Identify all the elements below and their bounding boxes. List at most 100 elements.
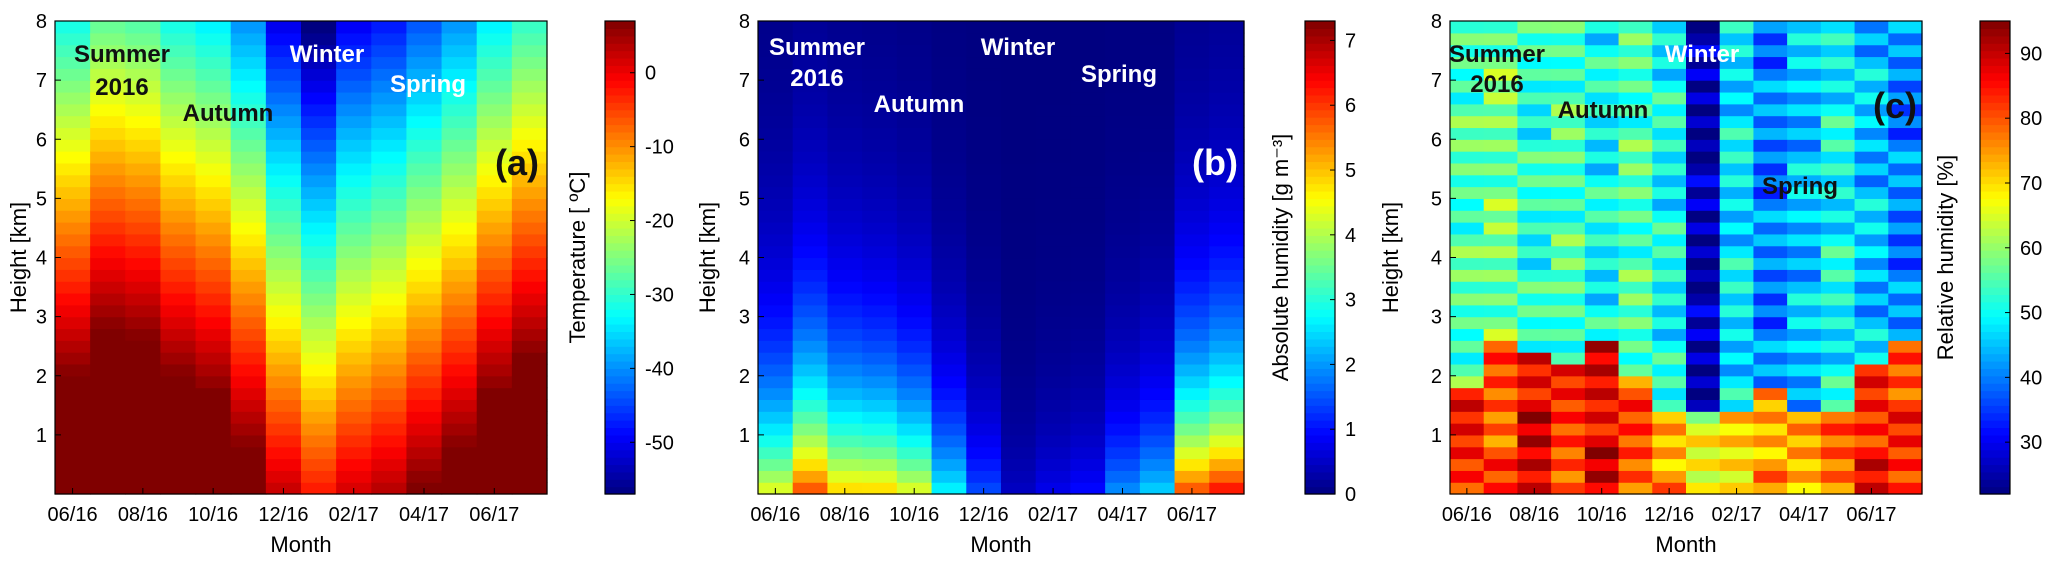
- heatmap-cell: [1517, 434, 1552, 448]
- colorbar-swatch: [1305, 198, 1335, 207]
- heatmap-cell: [1753, 127, 1788, 140]
- heatmap-cell: [1450, 399, 1485, 412]
- heatmap-cell: [1105, 127, 1141, 140]
- heatmap-cell: [931, 470, 967, 483]
- heatmap-cell: [195, 423, 232, 436]
- heatmap-cell: [1686, 174, 1721, 188]
- heatmap-cell: [1854, 115, 1889, 129]
- heatmap-cell: [1551, 458, 1586, 471]
- heatmap-cell: [476, 316, 513, 330]
- heatmap-cell: [896, 340, 933, 353]
- heatmap-cell: [511, 458, 548, 471]
- heatmap-cell: [1854, 68, 1889, 81]
- heatmap-cell: [1139, 174, 1176, 188]
- heatmap-cell: [90, 233, 126, 247]
- colorbar-swatch: [605, 368, 635, 377]
- heatmap-cell: [1483, 162, 1519, 176]
- heatmap-cell: [1719, 103, 1755, 117]
- heatmap-cell: [1618, 233, 1653, 247]
- season-label-summer: Summer: [769, 34, 865, 61]
- heatmap-cell: [1719, 91, 1755, 105]
- heatmap-cell: [1174, 340, 1210, 353]
- heatmap-cell: [55, 434, 91, 448]
- heatmap-cell: [827, 446, 863, 460]
- heatmap-cell: [1787, 470, 1822, 483]
- heatmap-cell: [55, 115, 91, 129]
- heatmap-cell: [1888, 328, 1923, 341]
- heatmap-cell: [862, 352, 898, 365]
- heatmap-cell: [1618, 186, 1653, 199]
- heatmap-cell: [827, 375, 863, 389]
- heatmap-cell: [1001, 470, 1037, 483]
- heatmap-cell: [336, 44, 372, 58]
- season-label-2016: 2016: [95, 74, 148, 101]
- heatmap-cell: [1209, 269, 1245, 282]
- heatmap-cell: [1551, 127, 1586, 140]
- heatmap-cell: [1105, 292, 1141, 306]
- y-tick-label: 5: [1431, 188, 1442, 210]
- colorbar-swatch: [1980, 324, 2010, 333]
- heatmap-cell: [336, 292, 372, 306]
- heatmap-cell: [1854, 91, 1889, 105]
- heatmap-cell: [931, 139, 967, 152]
- colorbar-swatch: [605, 434, 635, 443]
- heatmap-cell: [1584, 127, 1620, 140]
- heatmap-cell: [1105, 340, 1141, 353]
- colorbar-tick-label: 80: [2020, 108, 2042, 130]
- heatmap-cell: [1517, 446, 1552, 460]
- heatmap-cell: [1517, 292, 1552, 306]
- colorbar-frame: [1304, 20, 1336, 495]
- heatmap-cell: [931, 103, 967, 117]
- heatmap-cell: [511, 411, 548, 424]
- colorbar-swatch: [605, 154, 635, 163]
- heatmap-cell: [55, 352, 91, 365]
- heatmap-cell: [931, 328, 967, 341]
- heatmap-cell: [1450, 127, 1485, 140]
- heatmap-cell: [511, 174, 548, 188]
- heatmap-cell: [1139, 446, 1176, 460]
- heatmap-cell: [336, 68, 372, 81]
- heatmap-cell: [1517, 281, 1552, 294]
- heatmap-cell: [1035, 363, 1072, 377]
- heatmap-cell: [931, 80, 967, 93]
- heatmap-cell: [1618, 162, 1653, 176]
- heatmap-cell: [1035, 56, 1072, 69]
- heatmap-cell: [1001, 245, 1037, 259]
- heatmap-cell: [371, 375, 408, 389]
- heatmap-cell: [1854, 411, 1889, 424]
- colorbar-swatch: [605, 139, 635, 148]
- heatmap-cell: [1888, 162, 1923, 176]
- heatmap-cell: [1888, 458, 1923, 471]
- heatmap-cell: [371, 210, 408, 223]
- colorbar-tick-label: 50: [2020, 303, 2042, 325]
- heatmap-cell: [1483, 198, 1519, 211]
- heatmap-cell: [1787, 304, 1822, 318]
- heatmap-cell: [441, 352, 478, 365]
- heatmap-cell: [896, 91, 933, 105]
- heatmap-cell: [371, 151, 408, 164]
- colorbar-swatch: [605, 21, 635, 29]
- season-label-winter: Winter: [1665, 41, 1739, 68]
- heatmap-cell: [1105, 68, 1141, 81]
- heatmap-cell: [301, 210, 337, 223]
- heatmap-cell: [1517, 387, 1552, 400]
- heatmap-cell: [1450, 56, 1485, 69]
- heatmap-cell: [1209, 304, 1245, 318]
- heatmap-cell: [301, 458, 337, 471]
- heatmap-cell: [476, 446, 513, 460]
- heatmap-cell: [1001, 139, 1037, 152]
- heatmap-cell: [301, 281, 337, 294]
- heatmap-cell: [966, 198, 1002, 211]
- heatmap-cell: [931, 198, 967, 211]
- heatmap-cell: [301, 162, 337, 176]
- heatmap-cell: [1584, 186, 1620, 199]
- heatmap-cell: [55, 245, 91, 259]
- heatmap-cell: [125, 91, 162, 105]
- heatmap-cell: [160, 210, 197, 223]
- heatmap-cell: [966, 399, 1002, 412]
- heatmap-cell: [511, 162, 548, 176]
- heatmap-cell: [896, 56, 933, 69]
- colorbar-swatch: [605, 486, 635, 495]
- heatmap-cell: [1787, 115, 1822, 129]
- heatmap-cell: [1035, 292, 1072, 306]
